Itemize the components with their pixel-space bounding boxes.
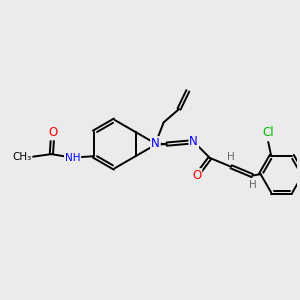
Text: CH₃: CH₃ [12,152,32,162]
Text: H: H [227,152,234,162]
Text: NH: NH [65,153,80,163]
Text: Cl: Cl [262,126,274,139]
Text: S: S [152,138,159,151]
Text: N: N [151,137,160,150]
Text: O: O [48,126,58,140]
Text: H: H [249,180,257,190]
Text: N: N [189,135,198,148]
Text: O: O [192,169,201,182]
